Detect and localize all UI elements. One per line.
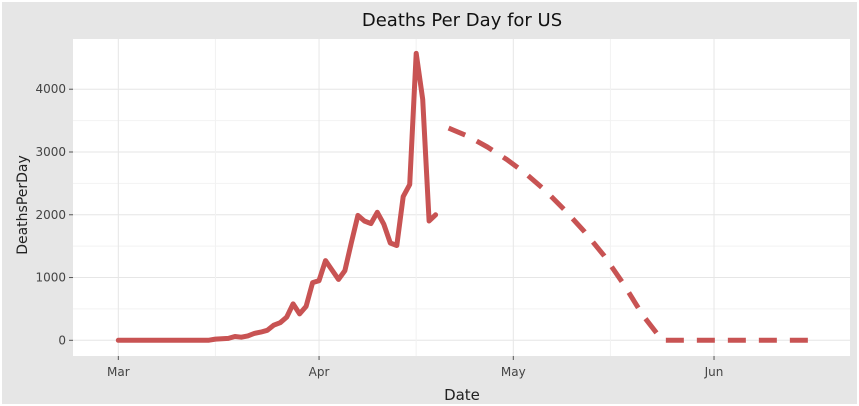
x-axis: Mar Apr May Jun: [107, 356, 723, 379]
y-tick-label: 3000: [35, 145, 66, 159]
plot-panel: [73, 39, 850, 356]
observed-line: [115, 50, 439, 343]
y-axis: 0 1000 2000 3000 4000: [35, 82, 73, 347]
chart-title: Deaths Per Day for US: [362, 10, 562, 31]
series-lines: [115, 50, 818, 343]
x-tick-label: Mar: [107, 365, 130, 379]
projection-line: [447, 125, 818, 343]
y-tick-label: 0: [58, 333, 66, 347]
y-tick-label: 1000: [35, 271, 66, 285]
x-tick-label: Apr: [309, 365, 330, 379]
x-axis-title: Date: [444, 386, 480, 404]
gridlines: [73, 39, 850, 356]
y-axis-title: DeathsPerDay: [15, 155, 31, 255]
y-tick-label: 4000: [35, 82, 66, 96]
y-tick-label: 2000: [35, 208, 66, 222]
x-tick-label: Jun: [704, 365, 724, 379]
x-tick-label: May: [501, 365, 526, 379]
